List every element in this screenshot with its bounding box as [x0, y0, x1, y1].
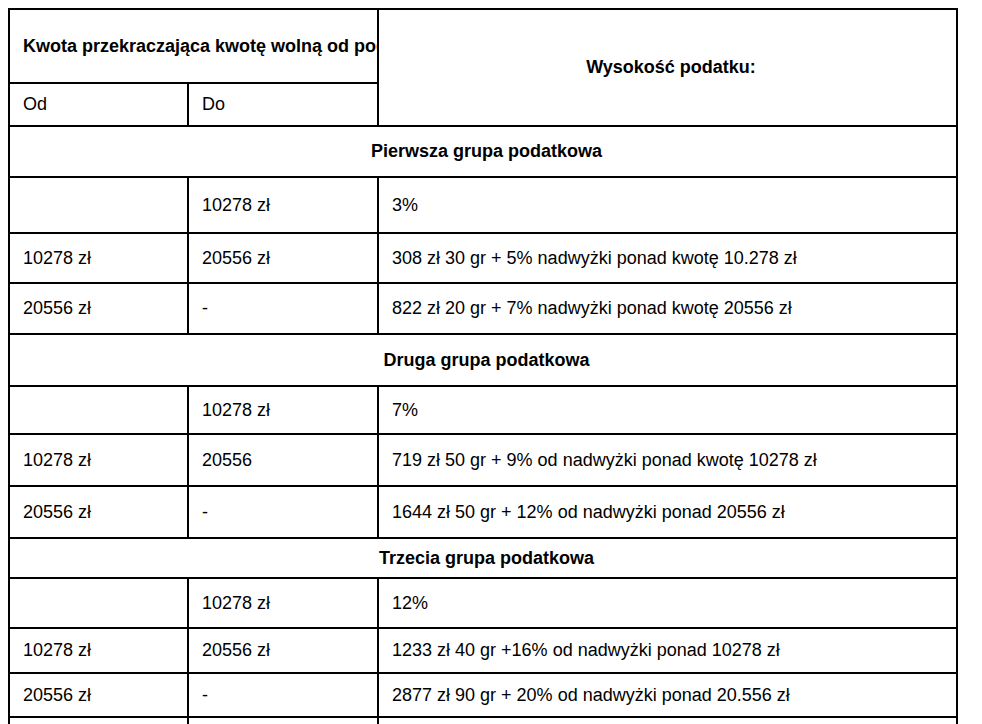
cell-do: 10278 zł — [188, 177, 378, 233]
cell-od — [9, 386, 188, 434]
table-row: 10278 zł 7% — [9, 386, 957, 434]
cell-tax: 1644 zł 50 gr + 12% od nadwyżki ponad 20… — [378, 486, 957, 538]
header-amount-over-free: Kwota przekraczająca kwotę wolną od poda… — [9, 9, 378, 83]
cell-od: 10278 zł — [9, 434, 188, 486]
header-od: Od — [9, 83, 188, 126]
cell-do: - — [188, 673, 378, 717]
cell-tax: 822 zł 20 gr + 7% nadwyżki ponad kwotę 2… — [378, 283, 957, 334]
table-row: 10278 zł 3% — [9, 177, 957, 233]
table-row: 10278 zł 12% — [9, 578, 957, 628]
section-row-group3: Trzecia grupa podatkowa — [9, 538, 957, 578]
table-row: 20556 zł - 2877 zł 90 gr + 20% od nadwyż… — [9, 673, 957, 717]
cell-tax: 308 zł 30 gr + 5% nadwyżki ponad kwotę 1… — [378, 233, 957, 283]
cell-tax — [378, 717, 957, 724]
cell-od — [9, 578, 188, 628]
cell-do: - — [188, 486, 378, 538]
cell-od: 20556 zł — [9, 673, 188, 717]
cell-do: 20556 zł — [188, 233, 378, 283]
cell-tax: 7% — [378, 386, 957, 434]
cell-do — [188, 717, 378, 724]
section-title-group2: Druga grupa podatkowa — [9, 334, 957, 386]
cell-tax: 719 zł 50 gr + 9% od nadwyżki ponad kwot… — [378, 434, 957, 486]
header-row-top: Kwota przekraczająca kwotę wolną od poda… — [9, 9, 957, 83]
cell-od: 20556 zł — [9, 486, 188, 538]
table-row-partial — [9, 717, 957, 724]
table-row: 20556 zł - 1644 zł 50 gr + 12% od nadwyż… — [9, 486, 957, 538]
cell-do: - — [188, 283, 378, 334]
cell-od — [9, 717, 188, 724]
cell-od: 20556 zł — [9, 283, 188, 334]
cell-tax: 1233 zł 40 gr +16% od nadwyżki ponad 102… — [378, 628, 957, 673]
table-row: 10278 zł 20556 zł 1233 zł 40 gr +16% od … — [9, 628, 957, 673]
section-title-group3: Trzecia grupa podatkowa — [9, 538, 957, 578]
header-tax-amount: Wysokość podatku: — [378, 9, 957, 126]
cell-do: 10278 zł — [188, 578, 378, 628]
cell-do: 20556 — [188, 434, 378, 486]
section-row-group1: Pierwsza grupa podatkowa — [9, 126, 957, 177]
cell-tax: 2877 zł 90 gr + 20% od nadwyżki ponad 20… — [378, 673, 957, 717]
section-row-group2: Druga grupa podatkowa — [9, 334, 957, 386]
cell-od: 10278 zł — [9, 628, 188, 673]
cell-tax: 3% — [378, 177, 957, 233]
table-row: 10278 zł 20556 zł 308 zł 30 gr + 5% nadw… — [9, 233, 957, 283]
table-row: 20556 zł - 822 zł 20 gr + 7% nadwyżki po… — [9, 283, 957, 334]
cell-tax: 12% — [378, 578, 957, 628]
tax-rates-table: Kwota przekraczająca kwotę wolną od poda… — [8, 8, 958, 724]
header-do: Do — [188, 83, 378, 126]
table-row: 10278 zł 20556 719 zł 50 gr + 9% od nadw… — [9, 434, 957, 486]
cell-do: 10278 zł — [188, 386, 378, 434]
section-title-group1: Pierwsza grupa podatkowa — [9, 126, 957, 177]
cell-od: 10278 zł — [9, 233, 188, 283]
cell-od — [9, 177, 188, 233]
cell-do: 20556 zł — [188, 628, 378, 673]
